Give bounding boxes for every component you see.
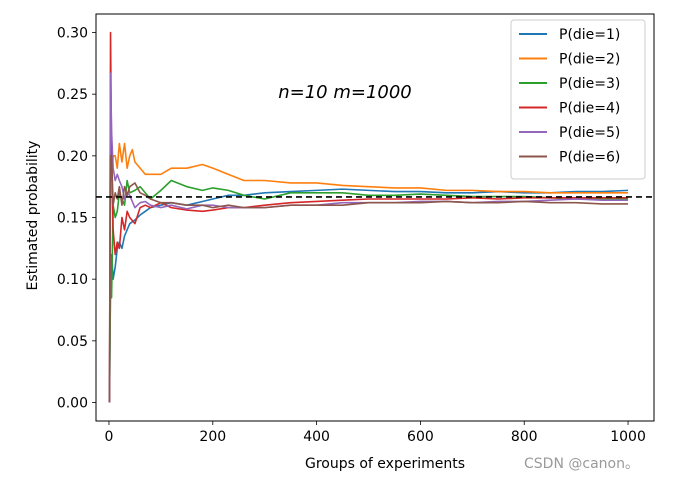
x-tick-label: 800 xyxy=(511,429,538,445)
x-tick-label: 600 xyxy=(407,429,434,445)
series-line-die-6 xyxy=(108,155,629,403)
csdn-watermark: CSDN @canon。 xyxy=(524,456,639,472)
x-tick-label: 200 xyxy=(199,429,226,445)
legend-label: P(die=6) xyxy=(559,150,620,166)
y-tick-label: 0.10 xyxy=(57,272,88,288)
y-tick-label: 0.25 xyxy=(57,87,88,103)
y-tick-label: 0.30 xyxy=(57,26,88,42)
legend-label: P(die=1) xyxy=(559,27,620,43)
y-axis-label: Estimated probability xyxy=(25,141,41,291)
x-tick-label: 400 xyxy=(303,429,330,445)
series-line-die-3 xyxy=(108,179,629,403)
y-tick-label: 0.15 xyxy=(57,211,88,227)
x-axis-label: Groups of experiments xyxy=(305,456,465,472)
series-line-die-4 xyxy=(108,31,629,403)
x-tick-label: 1000 xyxy=(610,429,646,445)
y-tick-label: 0.20 xyxy=(57,149,88,165)
chart-annotation: n=10 m=1000 xyxy=(278,82,412,103)
x-tick-label: 0 xyxy=(105,429,114,445)
y-tick-label: 0.00 xyxy=(57,396,88,412)
y-tick-label: 0.05 xyxy=(57,334,88,350)
series-line-die-2 xyxy=(108,142,629,403)
legend-label: P(die=3) xyxy=(559,76,620,92)
legend-box xyxy=(510,19,646,180)
legend-label: P(die=2) xyxy=(559,52,620,68)
legend-label: P(die=5) xyxy=(559,125,620,141)
legend-label: P(die=4) xyxy=(559,101,620,117)
